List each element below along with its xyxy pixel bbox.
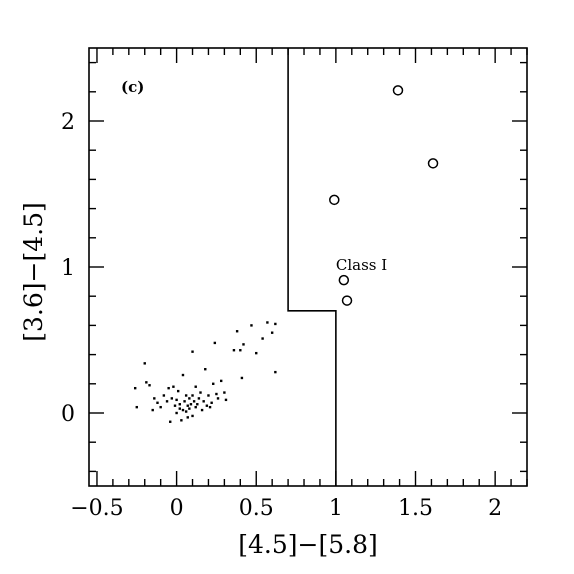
data-point-circle	[341, 295, 353, 306]
x-tick-label: 0	[170, 496, 184, 521]
data-point-dot	[133, 386, 137, 390]
data-point-dot	[181, 373, 185, 377]
data-point-dot	[270, 331, 274, 334]
minor-ticks	[89, 48, 528, 486]
data-point-dot	[250, 324, 253, 327]
data-point-dot	[145, 381, 148, 384]
data-point-dot	[194, 405, 197, 409]
data-point-circle	[329, 194, 340, 206]
dot-series	[133, 321, 277, 423]
data-point-dot	[205, 404, 209, 407]
data-point-dot	[191, 350, 194, 353]
data-point-dot	[274, 370, 277, 374]
data-point-dot	[215, 392, 218, 396]
data-point-dot	[232, 349, 236, 352]
class-one-label: Class I	[336, 256, 387, 274]
data-point-dot	[191, 394, 194, 397]
data-point-dot	[183, 400, 186, 403]
x-tick-label: 1.5	[398, 496, 433, 521]
data-point-dot	[167, 386, 170, 390]
data-point-dot	[255, 351, 258, 355]
y-tick-label: 0	[61, 402, 75, 427]
data-point-dot	[162, 394, 166, 397]
x-tick-label: 0.5	[239, 496, 274, 521]
data-point-dot	[188, 407, 191, 410]
data-point-dot	[176, 389, 180, 393]
data-point-dot	[196, 403, 199, 406]
y-tick-label: 1	[61, 256, 75, 281]
data-point-dot	[184, 394, 188, 397]
data-point-dot	[192, 400, 196, 403]
y-tick-label: 2	[61, 110, 75, 135]
data-point-dot	[135, 405, 138, 409]
y-axis-title: [3.6]−[4.5]	[19, 202, 48, 341]
data-point-dot	[240, 376, 244, 380]
data-point-dot	[184, 410, 188, 413]
data-point-dot	[156, 401, 159, 404]
data-point-dot	[212, 382, 215, 385]
data-point-dot	[199, 391, 202, 394]
y-tick-labels: 0 1 2	[61, 110, 75, 427]
data-point-dot	[207, 394, 210, 397]
data-point-dot	[191, 414, 194, 418]
plot-frame	[88, 47, 528, 487]
data-point-dot	[175, 411, 178, 415]
x-axis-title: [4.5]−[5.8]	[238, 530, 377, 559]
data-point-dot	[204, 368, 207, 371]
x-tick-label: −0.5	[70, 496, 123, 521]
data-point-dot	[186, 404, 189, 407]
data-point-dot	[181, 408, 185, 412]
data-point-dot	[186, 416, 189, 419]
data-point-dot	[175, 398, 178, 402]
data-point-dot	[216, 397, 220, 400]
panel-label: (c)	[121, 78, 144, 96]
x-tick-label: 1	[329, 496, 343, 521]
data-point-dot	[274, 322, 277, 326]
data-point-dot	[148, 384, 151, 387]
data-point-dot	[223, 391, 226, 394]
data-point-dot	[224, 398, 228, 402]
data-point-dot	[153, 397, 156, 400]
data-point-dot	[235, 330, 239, 333]
data-point-dot	[200, 408, 204, 412]
data-point-dot	[188, 397, 191, 400]
x-tick-label: 2	[488, 496, 502, 521]
open-circle-series	[329, 85, 439, 306]
data-point-dot	[242, 343, 245, 346]
data-point-dot	[178, 403, 181, 406]
data-point-dot	[261, 337, 264, 340]
data-point-dot	[239, 349, 242, 352]
data-point-circle	[338, 274, 350, 286]
class-boundary-line	[287, 48, 337, 486]
data-point-dot	[180, 419, 183, 422]
data-point-dot	[178, 407, 181, 410]
data-point-dot	[169, 420, 172, 423]
data-point-dot	[202, 400, 205, 403]
data-point-dot	[219, 379, 223, 383]
data-point-dot	[170, 397, 174, 400]
data-point-dot	[208, 405, 212, 409]
major-ticks	[89, 48, 527, 486]
data-point-dot	[194, 385, 197, 388]
data-point-circle	[392, 85, 404, 96]
x-tick-labels: −0.5 0 0.5 1 1.5 2	[70, 496, 502, 521]
data-point-dot	[266, 321, 269, 324]
data-point-dot	[143, 362, 146, 365]
data-point-dot	[151, 408, 154, 412]
data-point-dot	[197, 397, 201, 400]
data-point-circle	[427, 158, 439, 169]
data-point-dot	[173, 404, 177, 407]
data-point-dot	[210, 401, 213, 404]
class-boundary	[287, 48, 337, 486]
data-point-dot	[165, 400, 169, 403]
data-point-dot	[172, 385, 175, 388]
data-point-dot	[213, 341, 217, 345]
data-point-dot	[189, 403, 193, 406]
data-point-dot	[159, 405, 162, 409]
